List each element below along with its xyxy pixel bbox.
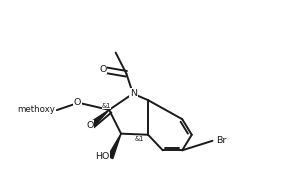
Text: HO: HO [95,152,109,161]
Text: N: N [130,89,137,98]
Polygon shape [108,134,121,159]
Text: O: O [86,121,93,130]
Text: Br: Br [216,136,226,145]
Polygon shape [89,110,109,128]
Text: methoxy: methoxy [18,105,56,114]
Text: O: O [74,98,81,107]
Text: &1: &1 [135,137,144,143]
Text: O: O [99,65,106,74]
Text: &1: &1 [102,102,111,109]
